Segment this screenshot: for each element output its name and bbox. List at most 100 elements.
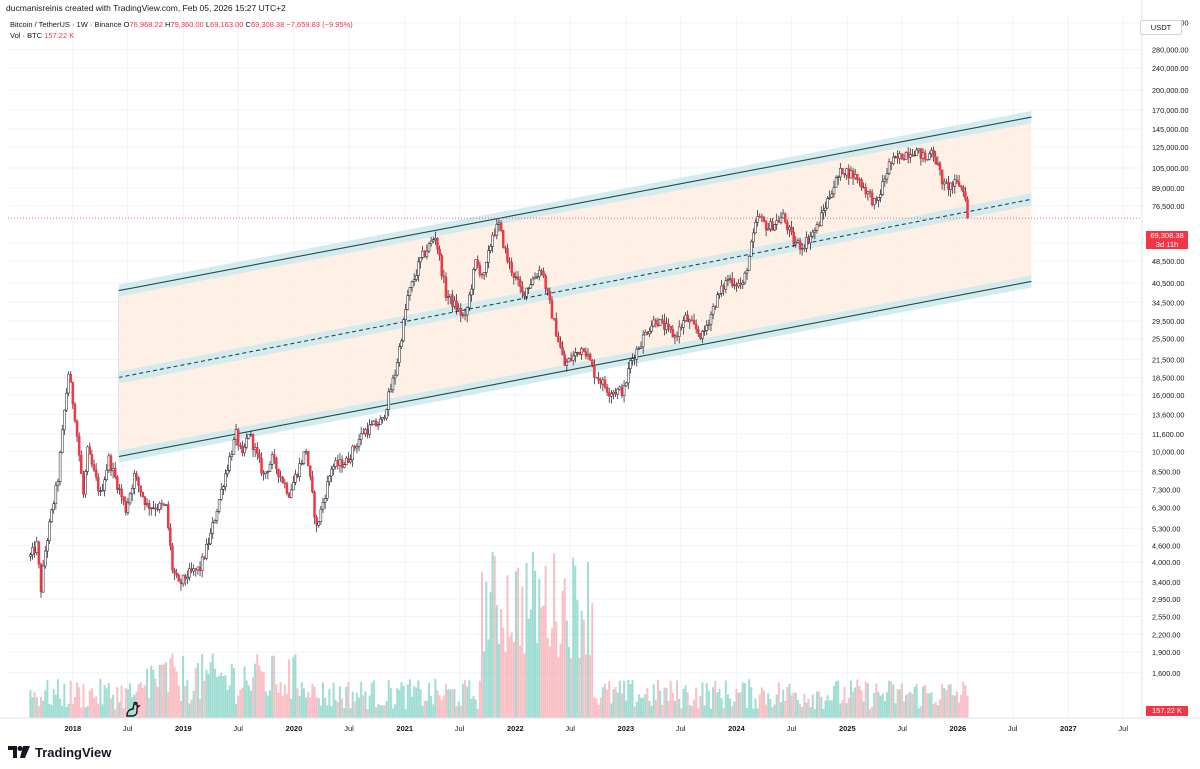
candle-body bbox=[256, 447, 259, 454]
volume-bar bbox=[207, 673, 210, 718]
candle-body bbox=[330, 468, 333, 477]
candle-body bbox=[300, 463, 304, 465]
volume-bar bbox=[493, 556, 496, 718]
dino-icon[interactable] bbox=[124, 700, 144, 718]
candle-body bbox=[50, 509, 53, 523]
volume-bar bbox=[716, 692, 719, 718]
volume-bar bbox=[48, 703, 51, 718]
candle-body bbox=[896, 156, 899, 159]
volume-bar bbox=[419, 689, 422, 718]
candle-body bbox=[699, 333, 702, 339]
time-axis[interactable]: 2018 Jul 2019 Jul 2020 Jul 2021 Jul 2022 Jul 2023 J… bbox=[0, 717, 1200, 733]
candle-body bbox=[637, 347, 641, 350]
volume-bar bbox=[160, 664, 163, 718]
volume-bar bbox=[599, 697, 602, 718]
volume-bar bbox=[756, 708, 759, 718]
candle-body bbox=[506, 248, 509, 262]
candle-body bbox=[175, 572, 178, 576]
volume-bar bbox=[322, 682, 324, 718]
time-tick-label: 2023 bbox=[618, 724, 635, 733]
volume-bar bbox=[54, 694, 57, 718]
volume-legend[interactable]: Vol · BTC 157.22 K bbox=[10, 31, 74, 40]
candle-body bbox=[836, 176, 840, 179]
volume-bar bbox=[582, 619, 585, 718]
candle-body bbox=[497, 222, 501, 225]
candle-body bbox=[523, 291, 526, 297]
volume-bar bbox=[695, 687, 698, 718]
candle-body bbox=[705, 324, 709, 331]
candle-body bbox=[143, 496, 147, 505]
volume-bar bbox=[182, 656, 185, 718]
candle-body bbox=[124, 500, 128, 513]
candle-body bbox=[769, 221, 772, 230]
volume-bar bbox=[40, 696, 43, 718]
candle-body bbox=[472, 269, 475, 290]
candle-body bbox=[771, 221, 774, 231]
candle-body bbox=[260, 457, 263, 474]
volume-bar bbox=[495, 604, 498, 718]
volume-bar bbox=[928, 693, 931, 718]
candle-body bbox=[629, 360, 632, 369]
time-tick-label: Jul bbox=[565, 724, 575, 733]
volume-bar bbox=[837, 680, 840, 718]
candle-body bbox=[211, 522, 214, 534]
volume-bar bbox=[860, 690, 863, 718]
candle-body bbox=[162, 504, 166, 506]
volume-bar bbox=[385, 701, 388, 718]
volume-bar bbox=[224, 675, 227, 718]
volume-bar bbox=[194, 667, 197, 718]
volume-bar bbox=[536, 643, 539, 718]
currency-button[interactable]: USDT bbox=[1140, 20, 1182, 35]
candle-body bbox=[779, 217, 783, 223]
time-tick-label: Jul bbox=[233, 724, 243, 733]
volume-bar bbox=[839, 703, 842, 718]
volume-bar bbox=[561, 591, 564, 718]
volume-bar bbox=[610, 703, 613, 718]
candle-body bbox=[243, 446, 246, 454]
candle-body bbox=[680, 326, 683, 328]
volume-bar bbox=[790, 695, 793, 718]
candle-body bbox=[635, 348, 639, 360]
price-tick-label: 6,300.00 bbox=[1152, 503, 1180, 512]
time-tick-label: Jul bbox=[1008, 724, 1018, 733]
volume-bar bbox=[154, 678, 157, 718]
candle-body bbox=[501, 230, 505, 248]
volume-bar bbox=[905, 695, 908, 718]
candle-body bbox=[152, 507, 155, 509]
price-tick-label: 48,500.00 bbox=[1152, 257, 1184, 266]
candle-body bbox=[862, 186, 865, 189]
volume-bar bbox=[485, 581, 488, 718]
time-tick-label: Jul bbox=[455, 724, 465, 733]
tradingview-logo[interactable]: TradingView bbox=[8, 744, 111, 760]
candle-body bbox=[287, 493, 291, 498]
candle-body bbox=[323, 498, 327, 503]
candle-body bbox=[453, 300, 456, 307]
price-tick-label: 40,500.00 bbox=[1152, 279, 1184, 288]
candle-body bbox=[455, 300, 458, 311]
volume-bar bbox=[245, 680, 248, 718]
candle-body bbox=[448, 294, 452, 298]
candle-body bbox=[730, 278, 734, 286]
candle-body bbox=[440, 255, 443, 277]
candle-body bbox=[429, 240, 433, 244]
symbol-legend[interactable]: Bitcoin / TetherUS · 1W · Binance O76,96… bbox=[10, 20, 353, 29]
volume-bar bbox=[720, 698, 723, 718]
price-axis[interactable]: 350,000.00280,000.00240,000.00200,000.00… bbox=[1141, 0, 1189, 718]
candle-body bbox=[728, 278, 732, 280]
candle-body bbox=[856, 173, 859, 180]
candle-body bbox=[595, 377, 598, 379]
candle-body bbox=[222, 486, 225, 490]
time-tick-label: 2027 bbox=[1060, 724, 1077, 733]
volume-bar bbox=[165, 662, 168, 718]
candle-body bbox=[489, 246, 492, 251]
volume-bar bbox=[44, 690, 47, 718]
low-label: L bbox=[205, 20, 211, 29]
volume-bar bbox=[379, 705, 382, 718]
candle-body bbox=[438, 248, 441, 256]
candle-body bbox=[474, 259, 477, 270]
volume-bar bbox=[126, 689, 129, 718]
volume-bar bbox=[80, 707, 83, 718]
price-tick-label: 34,500.00 bbox=[1152, 298, 1184, 307]
candle-body bbox=[425, 250, 429, 257]
